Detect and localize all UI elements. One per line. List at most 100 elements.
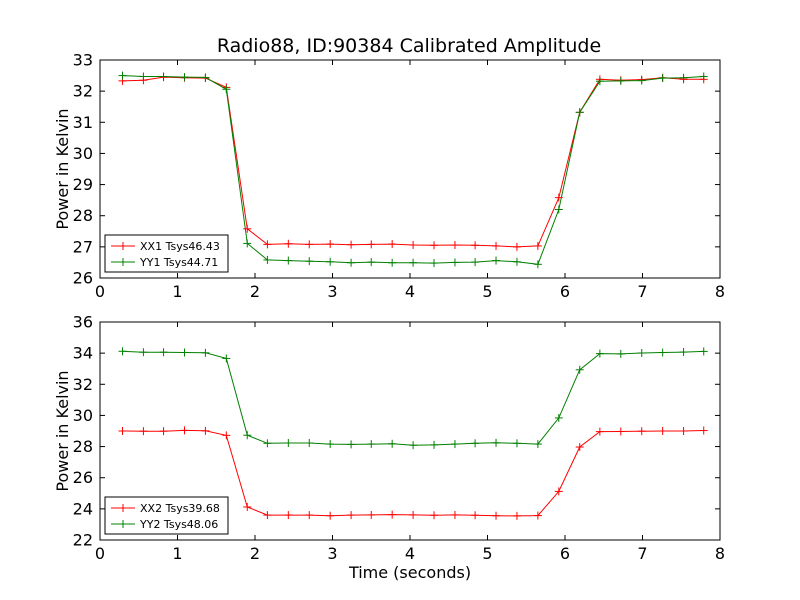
data-point [471, 241, 480, 250]
data-point [388, 240, 397, 249]
legend: XX2 Tsys39.68 YY2 Tsys48.06 [104, 496, 229, 535]
data-point [554, 487, 563, 496]
legend-box [104, 496, 229, 535]
data-point [450, 440, 459, 449]
x-tick-label: 4 [405, 282, 415, 301]
data-point [409, 240, 418, 249]
data-point [159, 348, 168, 357]
data-point [284, 511, 293, 520]
y-tick-label: 24 [73, 499, 93, 518]
data-point [222, 354, 231, 363]
data-point [637, 348, 646, 357]
data-point [367, 510, 376, 519]
data-point [658, 427, 667, 435]
data-point [492, 241, 501, 250]
data-point [637, 427, 646, 436]
data-point [284, 438, 293, 447]
y-tick-label: 28 [73, 437, 93, 456]
legend: XX1 Tsys46.43 YY1 Tsys44.71 [104, 234, 229, 273]
data-point [430, 511, 439, 520]
x-tick-label: 2 [250, 282, 260, 301]
data-point [201, 348, 210, 357]
x-tick-label: 7 [637, 282, 647, 301]
data-point [699, 347, 708, 356]
x-tick-label: 6 [560, 282, 570, 301]
data-point [305, 511, 314, 520]
x-tick-label: 2 [250, 544, 260, 563]
y-tick-label: 32 [73, 375, 93, 394]
data-point [263, 511, 272, 520]
data-point [450, 258, 459, 267]
data-point [347, 511, 356, 520]
y-tick-label: 28 [73, 206, 93, 225]
data-point [409, 510, 418, 519]
data-point [180, 73, 189, 82]
data-point [658, 74, 667, 83]
data-point [679, 348, 688, 357]
y-axis-label: Power in Kelvin [53, 108, 72, 229]
data-point [533, 511, 542, 520]
data-point [326, 240, 335, 249]
data-point [326, 511, 335, 520]
data-point [616, 349, 625, 358]
data-point [243, 502, 252, 511]
data-point [388, 258, 397, 267]
data-point [139, 427, 148, 436]
x-tick-label: 5 [482, 544, 492, 563]
data-point [595, 427, 604, 436]
y-tick-label: 32 [73, 82, 93, 101]
data-point [409, 258, 418, 267]
data-point [430, 241, 439, 250]
data-point [430, 259, 439, 268]
x-tick-label: 6 [560, 544, 570, 563]
y-tick-label: 26 [73, 269, 93, 288]
x-axis-label: Time (seconds) [348, 563, 471, 582]
data-point [284, 256, 293, 265]
data-point [347, 240, 356, 249]
data-point [533, 440, 542, 449]
y-tick-label: 22 [73, 531, 93, 550]
data-point [201, 426, 210, 435]
data-point [367, 240, 376, 249]
data-point [430, 440, 439, 449]
data-point [512, 439, 521, 448]
data-point [554, 413, 563, 422]
data-point [243, 224, 252, 233]
data-point [263, 439, 272, 448]
data-point [533, 241, 542, 250]
data-point [139, 348, 148, 357]
data-point [243, 239, 252, 248]
data-point [367, 258, 376, 267]
top-panel: 0 1 2 3 4 5 6 7 8 26 27 28 29 30 31 32 33 Power in Kelvin… [53, 51, 725, 302]
data-point [326, 440, 335, 449]
y-tick-label: 27 [73, 237, 93, 256]
x-tick-label: 3 [327, 544, 337, 563]
y-tick-label: 30 [73, 144, 93, 163]
data-point [450, 240, 459, 249]
data-point [492, 256, 501, 265]
data-point [699, 426, 708, 435]
y-tick-label: 34 [73, 344, 93, 363]
data-point [159, 72, 168, 81]
x-tick-label: 4 [405, 544, 415, 563]
y-tick-label: 30 [73, 406, 93, 425]
data-point [139, 72, 148, 81]
chart-title: Radio88, ID:90384 Calibrated Amplitude [217, 35, 601, 57]
data-point [347, 440, 356, 449]
legend-entry-label: XX2 Tsys39.68 [140, 502, 220, 515]
data-point [450, 510, 459, 519]
data-point [616, 427, 625, 436]
data-point [658, 348, 667, 357]
y-tick-label: 26 [73, 468, 93, 487]
data-point [118, 427, 127, 435]
data-point [305, 240, 314, 249]
data-point [679, 427, 688, 435]
data-point [492, 438, 501, 447]
data-point [575, 443, 584, 452]
data-point [222, 431, 231, 440]
data-point [554, 205, 563, 214]
data-point [284, 239, 293, 248]
data-point [616, 76, 625, 85]
legend-entry-label: XX1 Tsys46.43 [140, 240, 220, 253]
